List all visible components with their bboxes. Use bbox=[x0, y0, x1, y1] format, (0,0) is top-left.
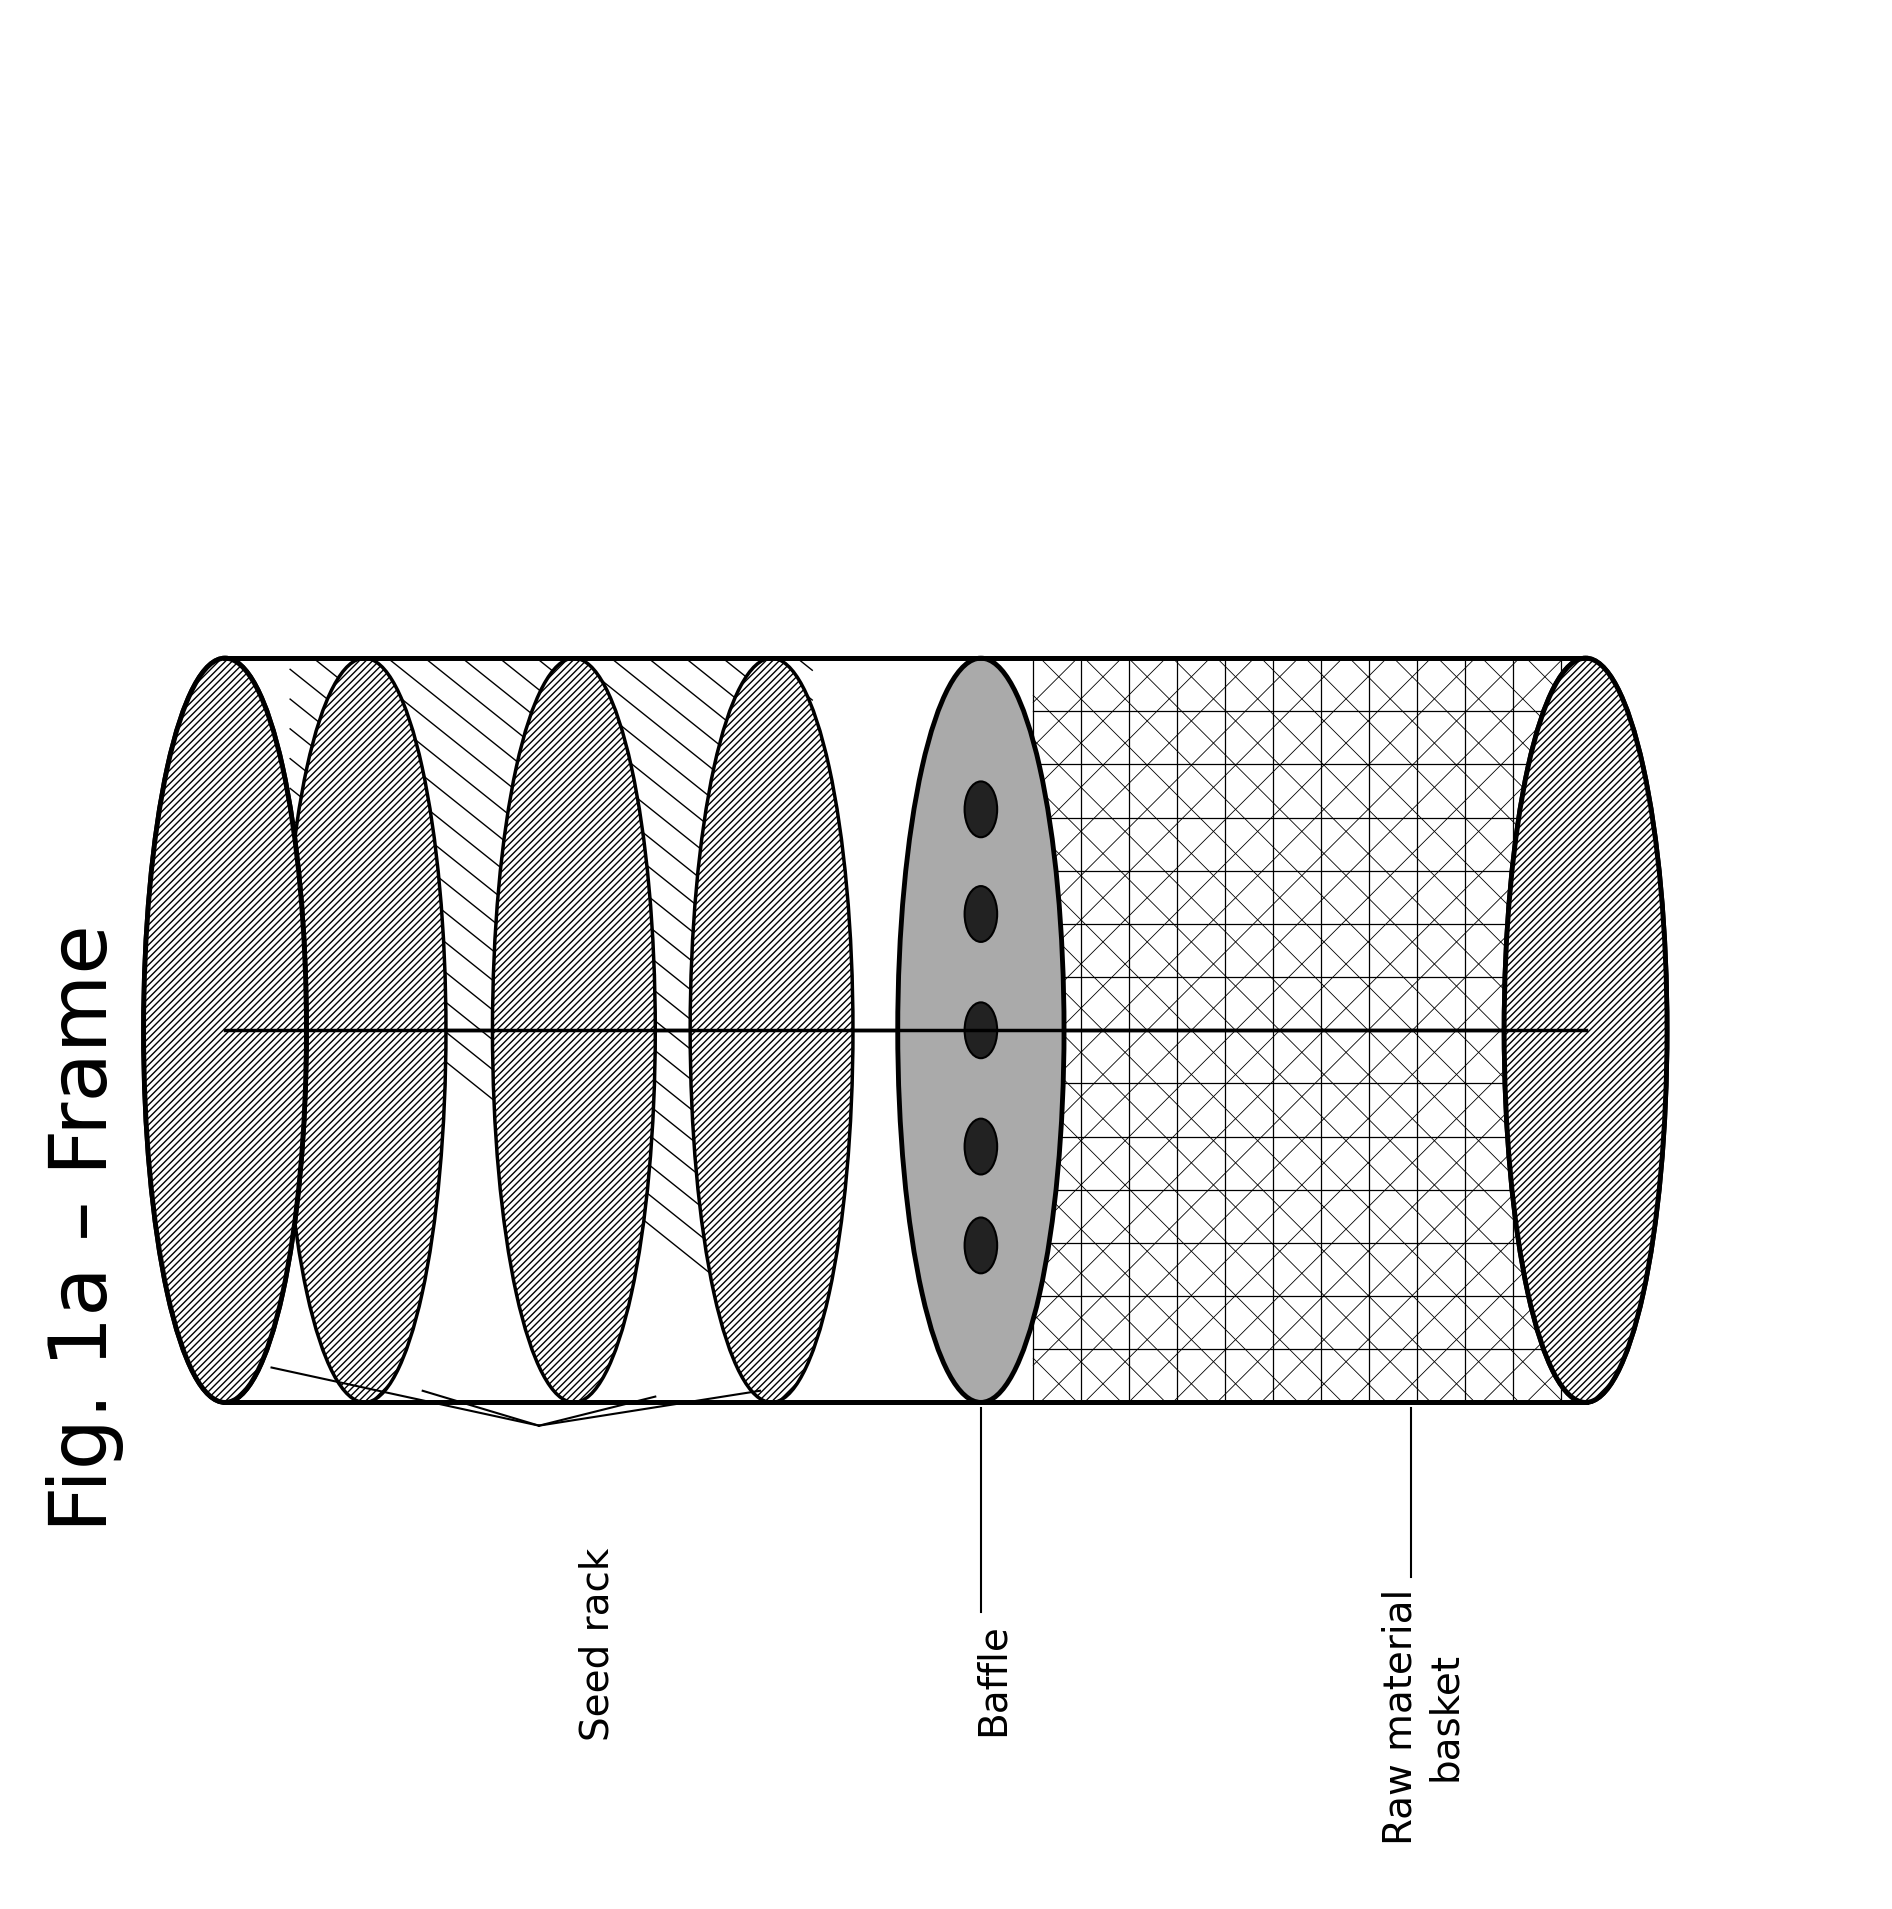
Ellipse shape bbox=[965, 781, 997, 838]
Ellipse shape bbox=[144, 659, 307, 1403]
Ellipse shape bbox=[965, 886, 997, 941]
Text: Fig. 1a – Frame: Fig. 1a – Frame bbox=[47, 924, 125, 1531]
Text: Raw material
basket: Raw material basket bbox=[1381, 1588, 1464, 1844]
Text: Seed rack: Seed rack bbox=[579, 1548, 617, 1741]
Ellipse shape bbox=[492, 659, 655, 1403]
Text: Baffle: Baffle bbox=[974, 1623, 1012, 1735]
Ellipse shape bbox=[1504, 659, 1667, 1403]
Ellipse shape bbox=[691, 659, 853, 1403]
Ellipse shape bbox=[965, 1119, 997, 1174]
Ellipse shape bbox=[284, 659, 447, 1403]
Ellipse shape bbox=[1504, 659, 1667, 1403]
Ellipse shape bbox=[965, 1002, 997, 1058]
Ellipse shape bbox=[144, 659, 307, 1403]
Ellipse shape bbox=[965, 1218, 997, 1273]
Ellipse shape bbox=[897, 659, 1063, 1403]
